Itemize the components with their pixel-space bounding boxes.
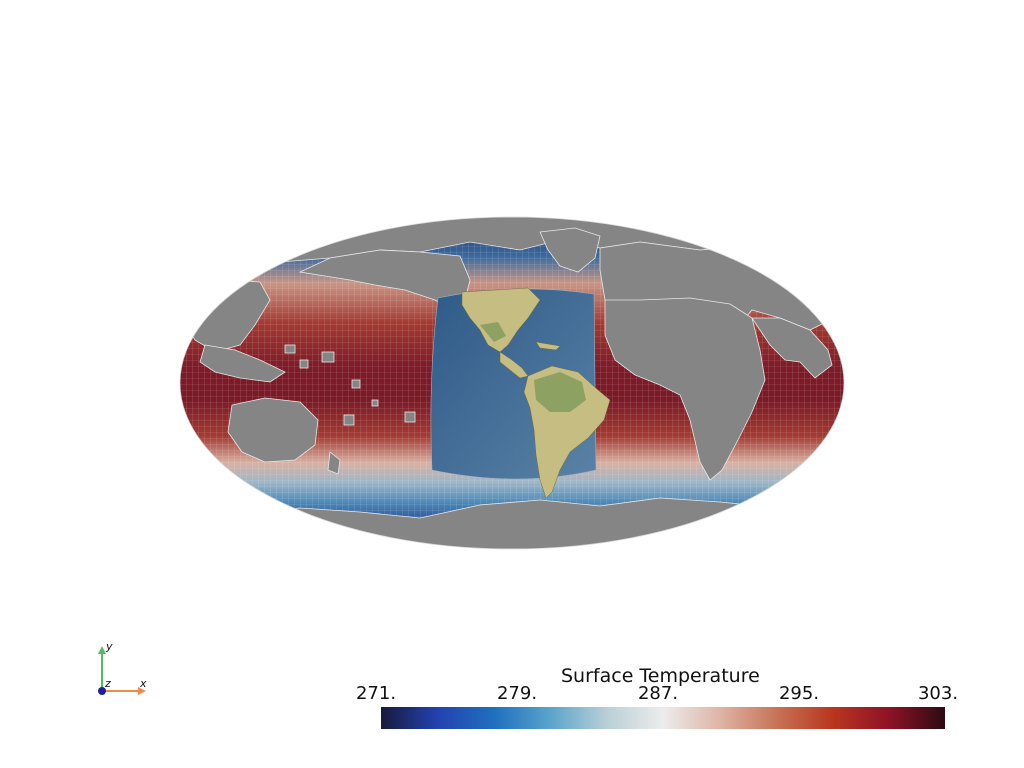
x-axis-label: x bbox=[139, 677, 147, 690]
y-axis-arrowhead bbox=[98, 646, 106, 654]
landmass-new-zealand bbox=[327, 451, 341, 475]
pacific-island bbox=[371, 399, 379, 407]
colorbar-gradient bbox=[381, 707, 945, 729]
pacific-island bbox=[351, 379, 361, 389]
x-axis-arrowhead bbox=[138, 687, 146, 695]
colorbar-tick-label: 295. bbox=[778, 683, 820, 704]
pacific-island bbox=[299, 359, 309, 369]
landmass-africa bbox=[604, 297, 766, 481]
landmass-arabia-india bbox=[751, 317, 833, 379]
pacific-island bbox=[343, 414, 355, 426]
colorbar-tick-label: 279. bbox=[496, 683, 538, 704]
landmass-greenland bbox=[539, 227, 601, 273]
z-axis-marker bbox=[98, 687, 106, 695]
colorbar-tick-label: 303. bbox=[917, 683, 959, 704]
pacific-island bbox=[284, 344, 296, 354]
overlay-north-america bbox=[461, 287, 541, 353]
landmass-indonesia bbox=[199, 344, 286, 383]
overlay-central-forest bbox=[480, 322, 506, 342]
y-axis-label: y bbox=[105, 640, 113, 653]
overlay-amazon-forest bbox=[534, 372, 586, 412]
landmass-antarctica bbox=[180, 497, 844, 549]
colorbar-title: Surface Temperature bbox=[561, 665, 760, 687]
z-axis-label: z bbox=[104, 677, 111, 690]
colorbar-tick-label: 287. bbox=[637, 683, 679, 704]
colorbar-tick-label: 271. bbox=[355, 683, 397, 704]
landmass-australia bbox=[227, 397, 319, 463]
overlay-caribbean bbox=[535, 341, 561, 351]
globe-outline bbox=[179, 216, 845, 550]
orientation-axes-widget[interactable]: y x z bbox=[90, 640, 160, 700]
overlay-central-america bbox=[499, 351, 529, 379]
pacific-island bbox=[321, 351, 335, 363]
pacific-island bbox=[404, 411, 416, 423]
